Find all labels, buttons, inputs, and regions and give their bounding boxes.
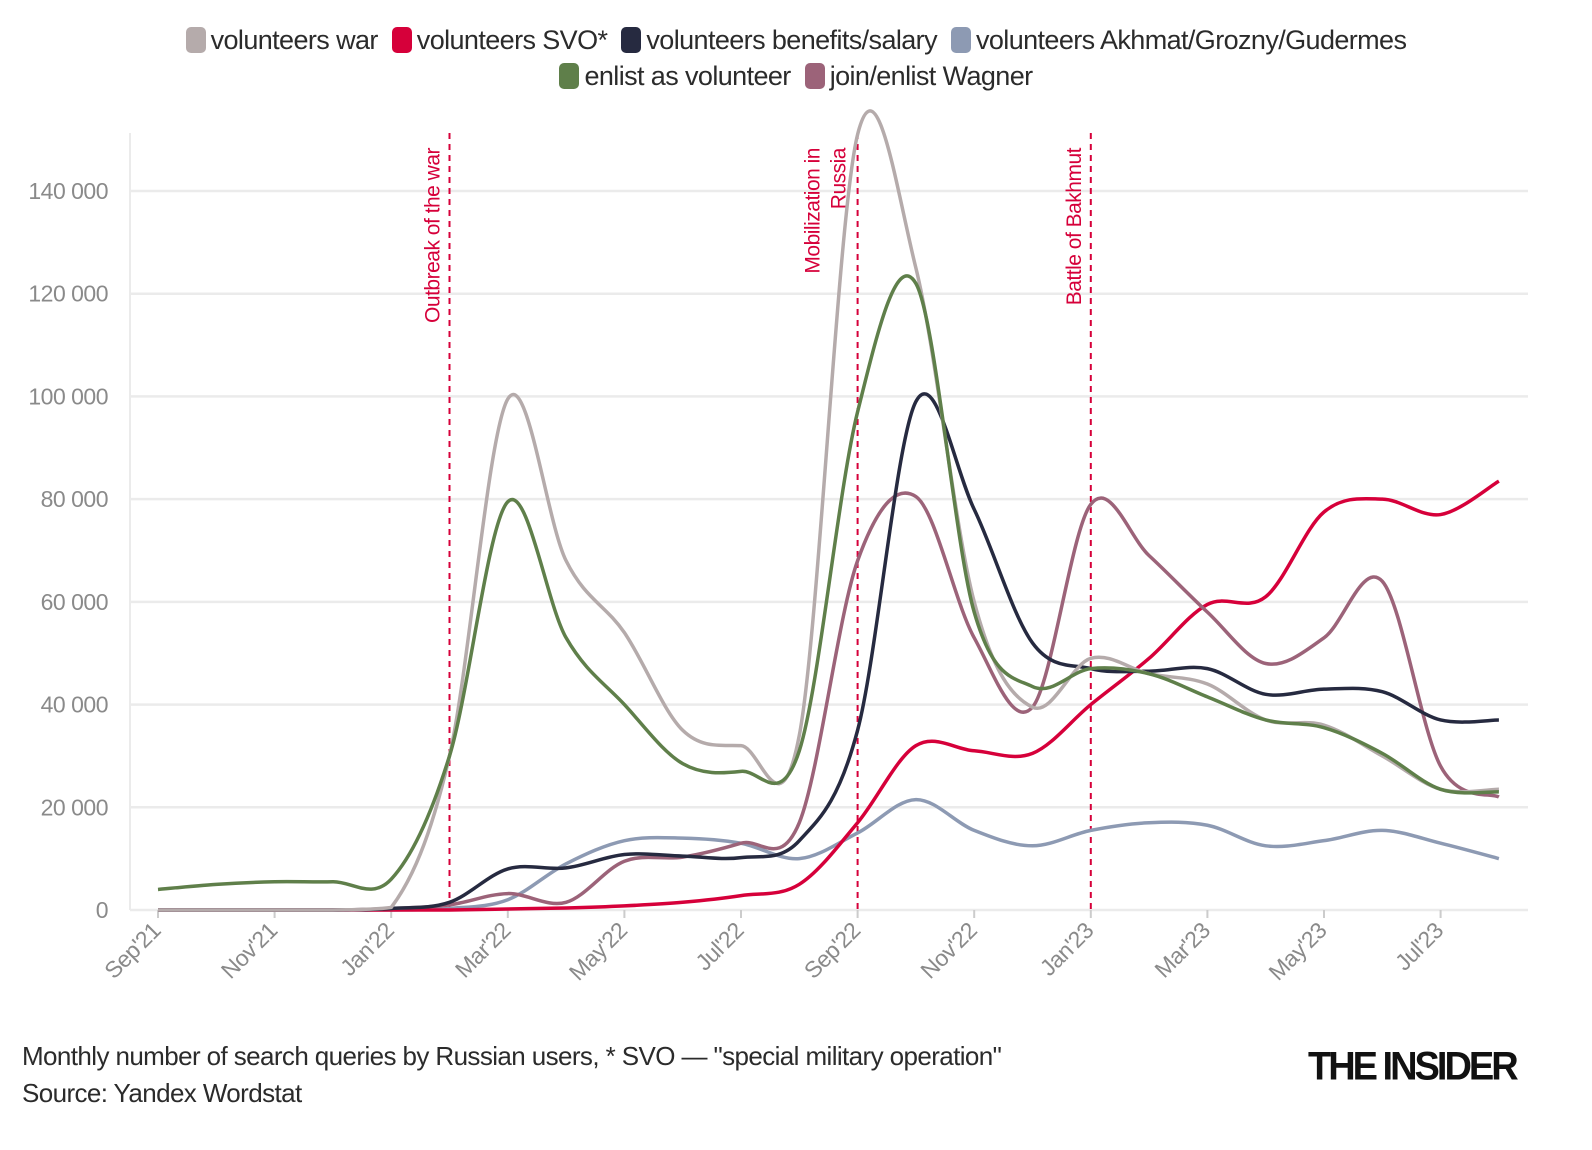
legend-label: volunteers war	[210, 25, 379, 55]
legend-item: volunteers benefits/salary	[621, 22, 938, 58]
caption: Monthly number of search queries by Russ…	[22, 1038, 1002, 1112]
legend-item: volunteers Akhmat/Grozny/Gudermes	[950, 22, 1407, 58]
legend-item: enlist as volunteer	[559, 58, 791, 94]
legend-label: volunteers benefits/salary	[646, 25, 937, 55]
y-tick-label: 20 000	[41, 794, 108, 820]
the-insider-logo: THE INSIDER	[1308, 1044, 1519, 1090]
event-label: Outbreak of the war	[422, 148, 445, 323]
x-tick-label: Mar'22	[450, 917, 515, 982]
legend-row-1: volunteers war volunteers SVO* volunteer…	[0, 22, 1592, 58]
series-line-volunteers-war	[157, 109, 1499, 912]
x-tick-label: Sep'22	[799, 917, 865, 983]
legend-label: join/enlist Wagner	[829, 61, 1033, 91]
legend-swatch	[391, 27, 412, 53]
caption-source: Source: Yandex Wordstat	[22, 1078, 302, 1108]
legend-item: volunteers SVO*	[391, 22, 608, 58]
y-tick-label: 80 000	[41, 486, 108, 512]
y-tick-label: 40 000	[41, 692, 108, 718]
x-tick-label: Jul'23	[1390, 917, 1448, 975]
x-tick-label: Jan'23	[1035, 917, 1099, 981]
x-tick-label: Jul'22	[690, 917, 748, 975]
y-tick-label: 0	[96, 897, 108, 923]
legend: volunteers war volunteers SVO* volunteer…	[0, 22, 1592, 94]
y-tick-label: 140 000	[28, 178, 108, 204]
legend-item: join/enlist Wagner	[804, 58, 1033, 94]
y-tick-label: 100 000	[28, 383, 108, 409]
event-label: Battle of Bakhmut	[1063, 147, 1086, 305]
y-tick-label: 120 000	[28, 281, 108, 307]
legend-swatch	[621, 27, 642, 53]
series-line-volunteers-benefits-salary	[157, 392, 1499, 912]
legend-swatch	[950, 27, 971, 53]
y-tick-label: 60 000	[41, 589, 108, 615]
legend-swatch	[804, 63, 825, 89]
series-line-enlist-as-volunteer	[157, 274, 1499, 892]
event-label: Russia	[828, 147, 851, 209]
event-label: Mobilization in	[802, 148, 825, 274]
legend-item: volunteers war	[185, 22, 379, 58]
legend-swatch	[185, 27, 206, 53]
legend-label: volunteers SVO*	[416, 25, 608, 55]
x-tick-label: Sep'21	[99, 917, 165, 983]
x-tick-label: Nov'21	[216, 917, 282, 983]
x-tick-label: May'23	[1263, 917, 1331, 985]
legend-label: enlist as volunteer	[584, 61, 791, 91]
x-tick-label: Mar'23	[1149, 917, 1214, 982]
x-tick-label: May'22	[564, 917, 632, 985]
legend-row-2: enlist as volunteer join/enlist Wagner	[0, 58, 1592, 94]
legend-label: volunteers Akhmat/Grozny/Gudermes	[975, 25, 1407, 55]
x-tick-label: Nov'22	[915, 917, 981, 983]
legend-swatch	[559, 63, 580, 89]
caption-note: Monthly number of search queries by Russ…	[22, 1041, 1002, 1071]
x-tick-label: Jan'22	[335, 917, 399, 981]
series-line-volunteers-akhmat-grozny-gudermes	[157, 797, 1500, 912]
